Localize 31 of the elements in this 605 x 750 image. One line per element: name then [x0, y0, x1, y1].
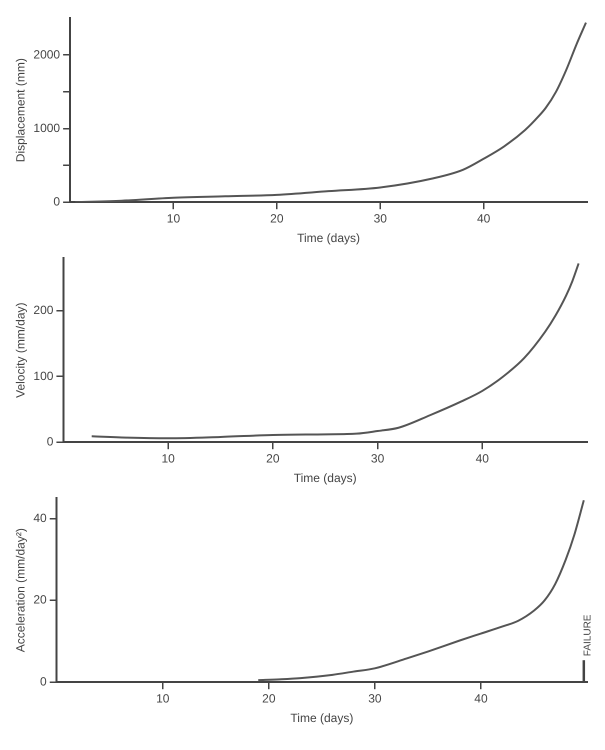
y-tick-label: 20	[33, 592, 48, 607]
y-tick-label: 1000	[33, 120, 60, 135]
x-tick-label: 20	[270, 212, 284, 226]
x-tick-label: 30	[368, 692, 382, 706]
y-tick-label: 0	[40, 674, 48, 689]
x-tick-label: 40	[474, 692, 488, 706]
x-axis-title: Time (days)	[290, 711, 354, 726]
y-tick-label: 100	[33, 368, 54, 383]
x-tick-label: 30	[370, 452, 385, 466]
y-tick-label: 2000	[33, 47, 60, 62]
y-tick-label: 0	[46, 434, 54, 449]
y-tick-label: 200	[33, 303, 54, 318]
y-axis-title: Acceleration (mm/day²)	[14, 528, 28, 652]
x-tick-label: 10	[166, 212, 180, 226]
x-tick-label: 40	[476, 452, 490, 466]
x-tick-label: 30	[374, 212, 388, 226]
x-tick-label: 20	[262, 692, 276, 706]
x-axis-title: Time (days)	[294, 471, 357, 486]
line-series	[90, 262, 580, 440]
line-series	[74, 22, 587, 202]
y-tick-label: 40	[33, 510, 48, 525]
line-series	[257, 499, 585, 682]
x-axis-title: Time (days)	[297, 231, 360, 246]
x-tick-label: 10	[156, 692, 170, 706]
x-tick-label: 10	[161, 452, 176, 466]
x-tick-label: 20	[266, 452, 280, 466]
y-axis-title: Velocity (mm/day)	[14, 302, 28, 398]
y-axis-title: Displacement (mm)	[14, 58, 28, 162]
x-tick-label: 40	[476, 212, 491, 226]
ref-line-label: FAILURE	[582, 614, 594, 656]
y-tick-label: 0	[53, 194, 60, 209]
